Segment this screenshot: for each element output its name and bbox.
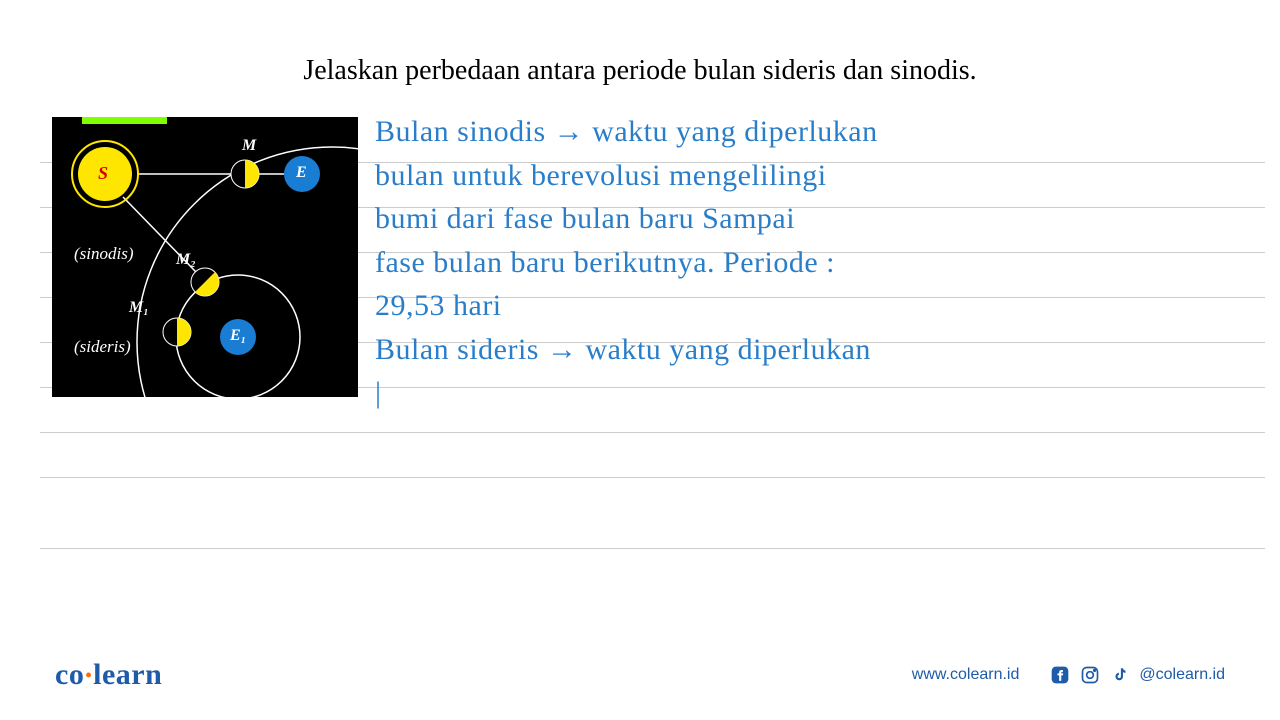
facebook-icon [1049,664,1071,686]
handwritten-answer: Bulan sinodis → waktu yang diperlukan bu… [375,110,1270,415]
label-moon-m2: M₂ [176,251,196,269]
label-moon-m1: M₁ [129,299,149,317]
logo-learn: learn [93,658,162,691]
hw-line: bumi dari fase bulan baru Sampai [375,197,1270,241]
label-moon-m: M [242,137,256,155]
instagram-icon [1079,664,1101,686]
label-earth-e1: E₁ [230,327,246,345]
hw-line: Bulan sinodis → waktu yang diperlukan [375,110,1270,154]
label-sun: S [98,163,108,184]
footer-url: www.colearn.id [912,666,1020,684]
moon-m1-light [177,318,191,346]
label-sinodis: (sinodis) [74,244,134,264]
hw-line: 29,53 hari [375,284,1270,328]
logo-co: co [55,658,84,691]
content-area: S M E M₂ M₁ E₁ (sinodis) (sideris) Bulan… [0,122,1280,502]
colearn-logo: co•learn [55,658,162,692]
logo-dot: • [85,665,92,685]
tiktok-icon [1109,664,1131,686]
footer-right: www.colearn.id @colearn.id [912,664,1225,686]
rule-line [40,477,1265,478]
rule-line [40,548,1265,549]
hw-line: bulan untuk berevolusi mengelilingi [375,154,1270,198]
hw-line: | [375,371,1270,415]
label-sideris: (sideris) [74,337,131,357]
label-earth-e: E [296,164,307,182]
social-group: @colearn.id [1049,664,1225,686]
hw-line: fase bulan baru berikutnya. Periode : [375,241,1270,285]
footer-handle: @colearn.id [1139,666,1225,684]
page-title: Jelaskan perbedaan antara periode bulan … [0,0,1280,87]
rule-line [40,432,1265,433]
moon-m-light [245,160,259,188]
hw-line: Bulan sideris → waktu yang diperlukan [375,328,1270,372]
lunar-diagram: S M E M₂ M₁ E₁ (sinodis) (sideris) [52,117,358,397]
footer: co•learn www.colearn.id @colearn.id [0,655,1280,695]
